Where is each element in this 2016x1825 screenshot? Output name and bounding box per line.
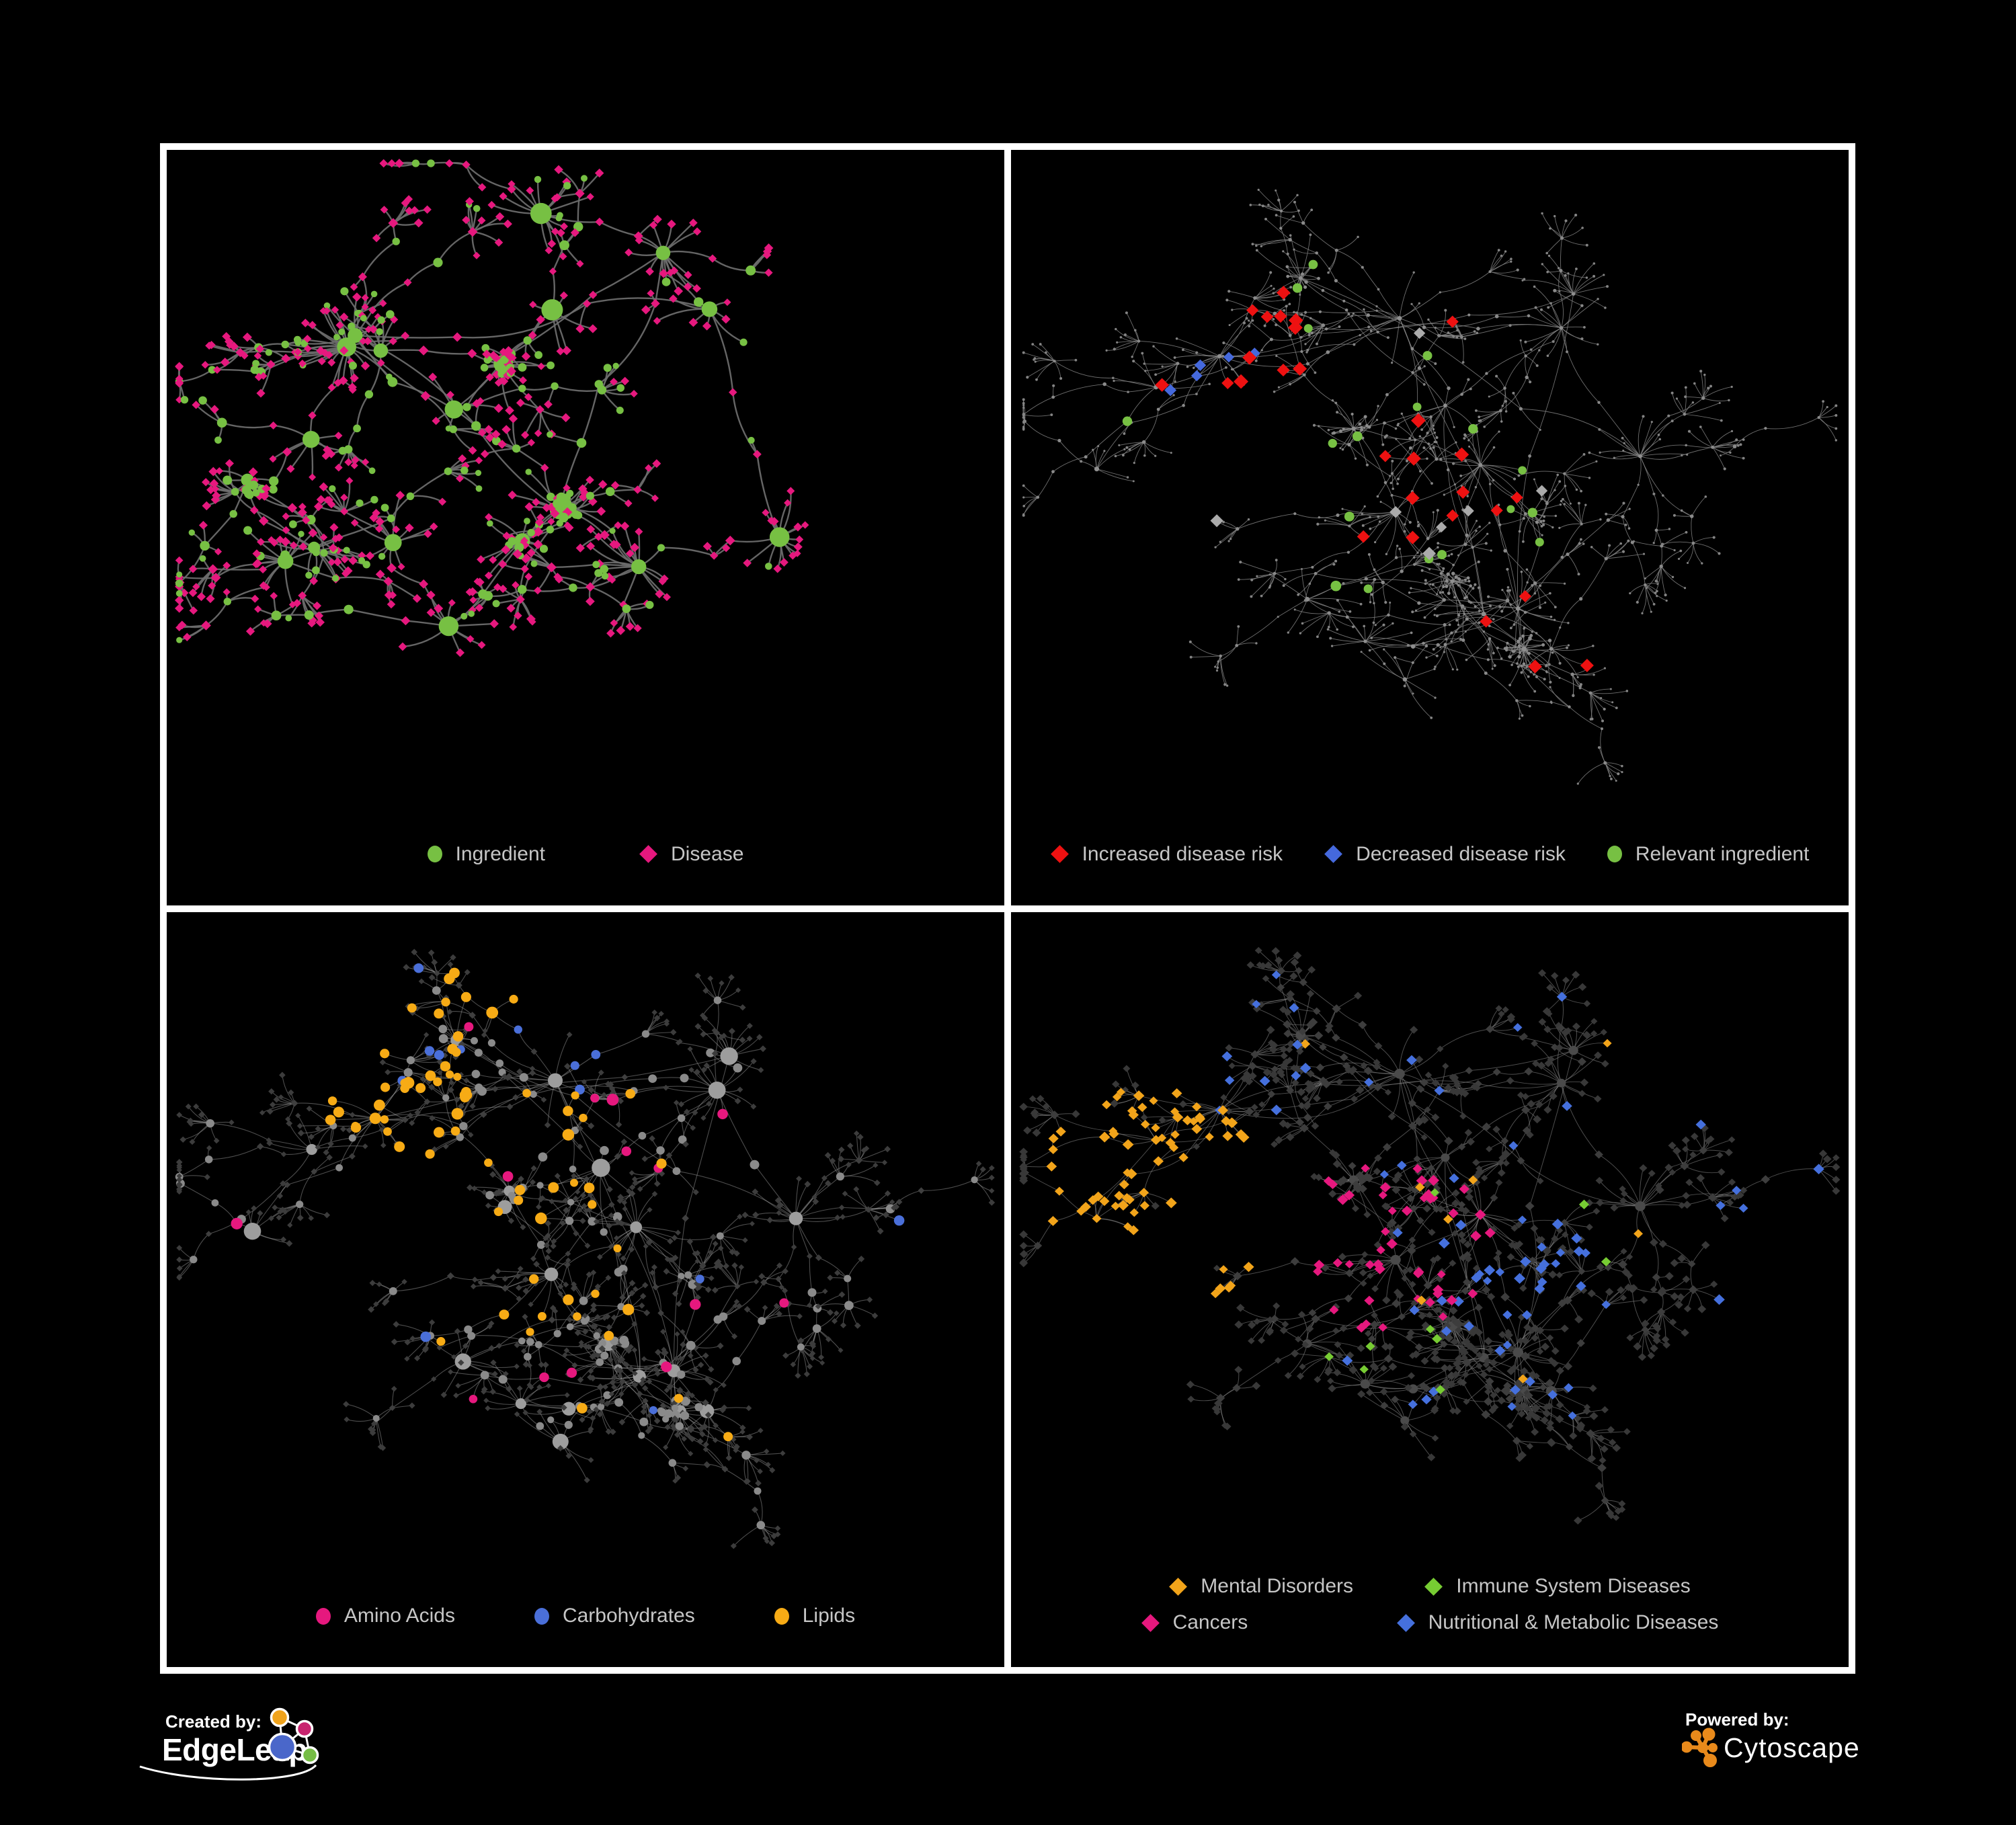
panel-grid: Ingredient Disease Increased disease risk… bbox=[160, 143, 1855, 1674]
legend-item-immune-system-diseases: Immune System Diseases bbox=[1424, 1575, 1691, 1598]
legend-diamond-marker bbox=[1396, 1613, 1415, 1632]
legend-item-carbohydrates: Carbohydrates bbox=[534, 1605, 695, 1627]
legend-row: Increased disease risk Decreased disease … bbox=[1050, 842, 1810, 866]
legend-diamond-marker bbox=[1141, 1613, 1160, 1632]
legend-item-amino-acids: Amino Acids bbox=[315, 1605, 455, 1627]
legend-label: Disease bbox=[671, 842, 744, 865]
legend-diamond-marker bbox=[1324, 845, 1343, 863]
legend-label: Ingredient bbox=[455, 842, 546, 865]
legend-circle-marker bbox=[1607, 846, 1622, 862]
legend-item-mental-disorders: Mental Disorders bbox=[1169, 1575, 1353, 1598]
legend-label: Nutritional & Metabolic Diseases bbox=[1428, 1611, 1719, 1633]
edgeleap-node-green bbox=[300, 1746, 319, 1765]
legend-item-increased-disease-risk: Increased disease risk bbox=[1050, 842, 1283, 866]
legend-label: Relevant ingredient bbox=[1635, 842, 1810, 865]
edgeleap-logo bbox=[139, 1707, 319, 1781]
created-by-label: Created by: bbox=[165, 1711, 261, 1732]
legend-label: Immune System Diseases bbox=[1456, 1575, 1691, 1597]
legend-circle-marker bbox=[774, 1607, 789, 1625]
panel-nutrient-classes: Amino Acids Carbohydrates Lipids bbox=[167, 911, 1004, 1667]
panel-ingredient-disease: Ingredient Disease bbox=[167, 150, 1004, 905]
disease-categories-legend: Mental Disorders Immune System Diseases Ca… bbox=[1011, 1557, 1849, 1667]
powered-by-label: Powered by: bbox=[1685, 1709, 1789, 1730]
ingredient-disease-legend: Ingredient Disease bbox=[167, 822, 1004, 905]
ingredient-disease-network-graph bbox=[175, 159, 809, 657]
edgeleap-node-pink bbox=[295, 1719, 314, 1738]
legend-circle-marker bbox=[427, 846, 442, 862]
legend-item-nutritional-metabolic-diseases: Nutritional & Metabolic Diseases bbox=[1396, 1611, 1719, 1634]
legend-circle-marker bbox=[534, 1607, 549, 1625]
legend-row: Amino Acids Carbohydrates Lipids bbox=[315, 1605, 855, 1627]
cytoscape-wordmark: Cytoscape bbox=[1724, 1732, 1860, 1763]
legend-row: Cancers Nutritional & Metabolic Diseases bbox=[1141, 1611, 1719, 1634]
legend-item-relevant-ingredient: Relevant ingredient bbox=[1607, 842, 1810, 866]
legend-item-disease: Disease bbox=[639, 843, 743, 866]
legend-label: Increased disease risk bbox=[1082, 842, 1283, 865]
disease-risk-network-graph bbox=[1022, 188, 1838, 785]
legend-diamond-marker bbox=[1424, 1577, 1443, 1596]
legend-label: Mental Disorders bbox=[1201, 1575, 1354, 1597]
legend-item-decreased-disease-risk: Decreased disease risk bbox=[1324, 843, 1566, 866]
legend-label: Lipids bbox=[802, 1605, 856, 1627]
disease-categories-network-graph bbox=[1019, 946, 1841, 1525]
legend-item-lipids: Lipids bbox=[774, 1605, 855, 1627]
edgeleap-node-blue bbox=[268, 1732, 297, 1762]
legend-circle-marker bbox=[315, 1607, 331, 1625]
edgeleap-node-orange bbox=[270, 1707, 290, 1728]
legend-diamond-marker bbox=[639, 845, 657, 863]
legend-item-ingredient: Ingredient bbox=[427, 842, 546, 866]
legend-row: Ingredient Disease bbox=[427, 842, 743, 866]
legend-label: Amino Acids bbox=[344, 1605, 455, 1627]
edgeleap-swoosh bbox=[139, 1764, 317, 1781]
panel-disease-risk: Increased disease risk Decreased disease … bbox=[1011, 150, 1849, 905]
legend-item-cancers: Cancers bbox=[1141, 1611, 1248, 1634]
legend-label: Carbohydrates bbox=[562, 1605, 695, 1627]
cytoscape-lockup: Powered by: Cytoscape bbox=[1682, 1709, 1860, 1767]
legend-row: Mental Disorders Immune System Diseases bbox=[1169, 1575, 1691, 1598]
panel-disease-categories: Mental Disorders Immune System Diseases Ca… bbox=[1011, 911, 1849, 1667]
legend-diamond-marker bbox=[1050, 845, 1069, 863]
legend-label: Decreased disease risk bbox=[1356, 842, 1566, 865]
nutrient-classes-legend: Amino Acids Carbohydrates Lipids bbox=[167, 1584, 1004, 1667]
legend-label: Cancers bbox=[1172, 1611, 1248, 1633]
edgeleap-lockup: Created by: EdgeLeap bbox=[139, 1707, 319, 1781]
legend-diamond-marker bbox=[1169, 1577, 1188, 1596]
cytoscape-logo-icon bbox=[1682, 1728, 1718, 1767]
nutrient-classes-network-graph bbox=[175, 948, 996, 1549]
disease-risk-legend: Increased disease risk Decreased disease … bbox=[1011, 822, 1849, 905]
